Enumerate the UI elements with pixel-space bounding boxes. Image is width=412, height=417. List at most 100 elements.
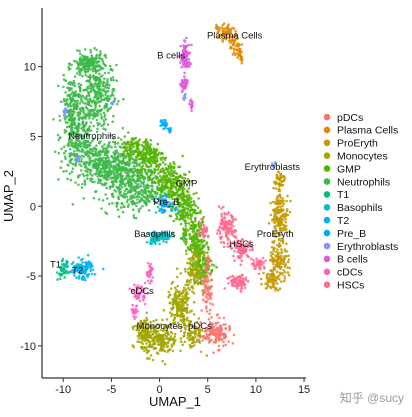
data-point bbox=[149, 191, 152, 195]
data-point bbox=[236, 239, 239, 242]
data-point bbox=[135, 168, 139, 172]
data-point bbox=[201, 256, 205, 260]
data-point bbox=[53, 150, 57, 153]
data-point bbox=[84, 278, 87, 282]
data-point bbox=[70, 138, 73, 142]
data-point bbox=[149, 262, 152, 266]
data-point bbox=[120, 161, 123, 165]
data-point bbox=[126, 191, 129, 194]
data-point bbox=[128, 168, 132, 171]
data-point bbox=[133, 317, 136, 320]
data-point bbox=[199, 234, 202, 238]
data-point bbox=[166, 333, 169, 336]
data-point bbox=[91, 87, 95, 91]
data-point bbox=[67, 82, 70, 85]
data-point bbox=[156, 205, 160, 209]
data-point bbox=[184, 288, 188, 291]
data-point bbox=[75, 67, 79, 70]
data-point bbox=[179, 201, 182, 204]
data-point bbox=[217, 339, 220, 342]
data-point bbox=[229, 275, 232, 279]
data-point bbox=[176, 217, 179, 220]
data-point bbox=[287, 273, 291, 277]
data-point bbox=[183, 334, 186, 337]
data-point bbox=[147, 232, 151, 236]
data-point bbox=[96, 175, 99, 178]
data-point bbox=[193, 239, 196, 243]
data-point bbox=[189, 200, 193, 204]
data-point bbox=[168, 293, 172, 297]
data-point bbox=[265, 286, 269, 290]
data-point bbox=[137, 147, 140, 151]
data-point bbox=[165, 241, 168, 244]
data-point bbox=[174, 185, 178, 188]
data-point bbox=[72, 94, 75, 98]
data-point bbox=[190, 213, 194, 216]
data-point bbox=[104, 56, 108, 59]
data-point bbox=[180, 325, 183, 329]
data-point bbox=[236, 287, 239, 290]
data-point bbox=[135, 328, 138, 332]
data-point bbox=[113, 166, 116, 169]
data-point bbox=[236, 241, 240, 245]
data-point bbox=[194, 216, 197, 220]
data-point bbox=[99, 153, 102, 157]
data-point bbox=[73, 121, 76, 124]
data-point bbox=[238, 50, 241, 53]
data-point bbox=[163, 333, 167, 337]
data-point bbox=[286, 208, 289, 211]
data-point bbox=[233, 259, 236, 263]
data-point bbox=[95, 144, 98, 147]
data-point bbox=[207, 264, 211, 268]
data-point bbox=[201, 279, 205, 283]
data-point bbox=[143, 302, 147, 306]
data-point bbox=[80, 160, 83, 163]
data-point bbox=[178, 182, 182, 185]
data-point bbox=[187, 57, 191, 61]
data-point bbox=[137, 293, 140, 296]
data-point bbox=[144, 162, 148, 166]
data-point bbox=[127, 203, 130, 206]
data-point bbox=[150, 195, 154, 198]
data-point bbox=[86, 170, 89, 174]
data-point bbox=[182, 218, 186, 222]
data-point bbox=[215, 23, 218, 27]
data-point bbox=[191, 239, 194, 243]
data-point bbox=[271, 164, 275, 167]
data-point bbox=[248, 248, 252, 252]
data-point bbox=[125, 177, 128, 180]
data-point bbox=[101, 162, 104, 165]
data-point bbox=[182, 290, 185, 293]
data-point bbox=[185, 45, 188, 49]
data-point bbox=[199, 209, 202, 213]
data-point bbox=[70, 133, 73, 137]
data-point bbox=[120, 185, 124, 189]
data-point bbox=[224, 327, 227, 331]
data-point bbox=[206, 251, 209, 255]
data-point bbox=[221, 226, 225, 229]
data-point bbox=[89, 161, 92, 164]
data-point bbox=[142, 157, 145, 161]
data-point bbox=[150, 279, 153, 283]
data-point bbox=[208, 328, 212, 331]
data-point bbox=[97, 141, 101, 144]
data-point bbox=[125, 174, 128, 178]
data-point bbox=[135, 204, 138, 208]
data-point bbox=[200, 238, 203, 242]
data-point bbox=[159, 157, 162, 160]
data-point bbox=[150, 267, 154, 271]
data-point bbox=[274, 289, 277, 292]
data-point bbox=[283, 248, 287, 251]
data-point bbox=[195, 242, 198, 245]
data-point bbox=[160, 191, 163, 194]
data-point bbox=[102, 87, 105, 91]
data-point bbox=[103, 71, 107, 75]
data-point bbox=[62, 85, 65, 89]
data-point bbox=[197, 232, 200, 236]
data-point bbox=[68, 147, 72, 151]
data-point bbox=[171, 201, 175, 204]
data-point bbox=[271, 252, 275, 256]
data-point bbox=[211, 303, 215, 306]
data-point bbox=[220, 338, 224, 341]
data-point bbox=[91, 264, 94, 268]
